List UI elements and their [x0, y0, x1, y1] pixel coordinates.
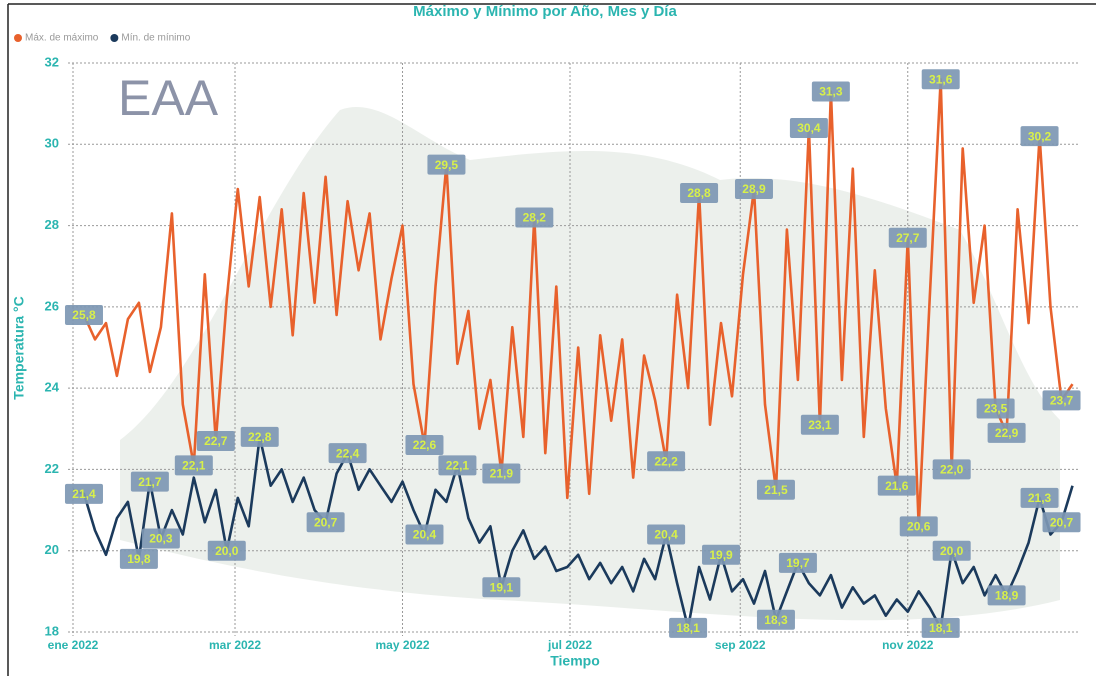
logo: EAA: [118, 70, 219, 126]
value-label: 28,9: [742, 182, 766, 196]
value-label: 21,5: [764, 483, 788, 497]
value-label: 22,8: [248, 430, 272, 444]
y-tick-label: 18: [45, 623, 59, 638]
value-label: 18,1: [676, 621, 700, 635]
value-label: 30,4: [797, 121, 821, 135]
value-label: 21,3: [1028, 491, 1052, 505]
y-tick-label: 32: [45, 54, 59, 69]
value-label: 18,9: [995, 589, 1019, 603]
legend-label: Mín. de mínimo: [121, 33, 190, 44]
value-label: 20,3: [149, 532, 173, 546]
chart-title: Máximo y Mínimo por Año, Mes y Día: [413, 3, 677, 20]
legend-marker: [110, 34, 118, 42]
y-tick-label: 26: [45, 298, 59, 313]
value-label: 20,7: [1050, 515, 1074, 529]
value-label: 22,4: [336, 446, 360, 460]
value-label: 29,5: [435, 158, 459, 172]
value-label: 28,8: [687, 186, 711, 200]
x-tick-label: nov 2022: [882, 638, 934, 652]
x-axis-label: Tiempo: [550, 653, 600, 669]
value-label: 20,0: [940, 544, 964, 558]
value-label: 23,1: [808, 418, 832, 432]
value-label: 28,2: [523, 211, 547, 225]
value-label: 23,7: [1050, 394, 1074, 408]
x-tick-label: mar 2022: [209, 638, 261, 652]
value-label: 22,9: [995, 426, 1019, 440]
chart: Máximo y Mínimo por Año, Mes y Día EAA T…: [0, 0, 1096, 676]
y-tick-label: 20: [45, 542, 59, 557]
y-axis-label: Temperatura °C: [11, 296, 27, 399]
value-label: 20,6: [907, 520, 931, 534]
value-label: 19,1: [490, 580, 514, 594]
value-label: 20,0: [215, 544, 239, 558]
value-label: 18,1: [929, 621, 953, 635]
value-label: 20,7: [314, 515, 338, 529]
value-label: 22,1: [182, 459, 206, 473]
value-label: 21,4: [72, 487, 96, 501]
value-label: 22,2: [654, 454, 678, 468]
x-tick-label: sep 2022: [715, 638, 766, 652]
value-label: 20,4: [413, 528, 437, 542]
value-label: 19,8: [127, 552, 151, 566]
legend-label: Máx. de máximo: [25, 33, 99, 44]
value-label: 27,7: [896, 231, 920, 245]
value-label: 31,3: [819, 85, 843, 99]
x-tick-label: jul 2022: [547, 638, 592, 652]
value-label: 20,4: [654, 528, 678, 542]
x-tick-label: ene 2022: [48, 638, 99, 652]
value-label: 23,5: [984, 402, 1008, 416]
y-tick-label: 28: [45, 217, 59, 232]
x-tick-label: may 2022: [375, 638, 429, 652]
legend-marker: [14, 34, 22, 42]
y-tick-label: 30: [45, 136, 59, 151]
value-label: 19,7: [786, 556, 810, 570]
value-label: 22,6: [413, 438, 437, 452]
y-tick-label: 24: [45, 380, 60, 395]
value-label: 31,6: [929, 72, 953, 86]
value-label: 18,3: [764, 613, 788, 627]
value-label: 21,7: [138, 475, 162, 489]
y-tick-label: 22: [45, 461, 59, 476]
value-label: 22,1: [446, 459, 470, 473]
value-label: 21,6: [885, 479, 909, 493]
value-label: 30,2: [1028, 129, 1052, 143]
value-label: 22,7: [204, 434, 228, 448]
value-label: 25,8: [72, 308, 96, 322]
value-label: 19,9: [709, 548, 733, 562]
value-label: 21,9: [490, 467, 514, 481]
value-label: 22,0: [940, 463, 964, 477]
